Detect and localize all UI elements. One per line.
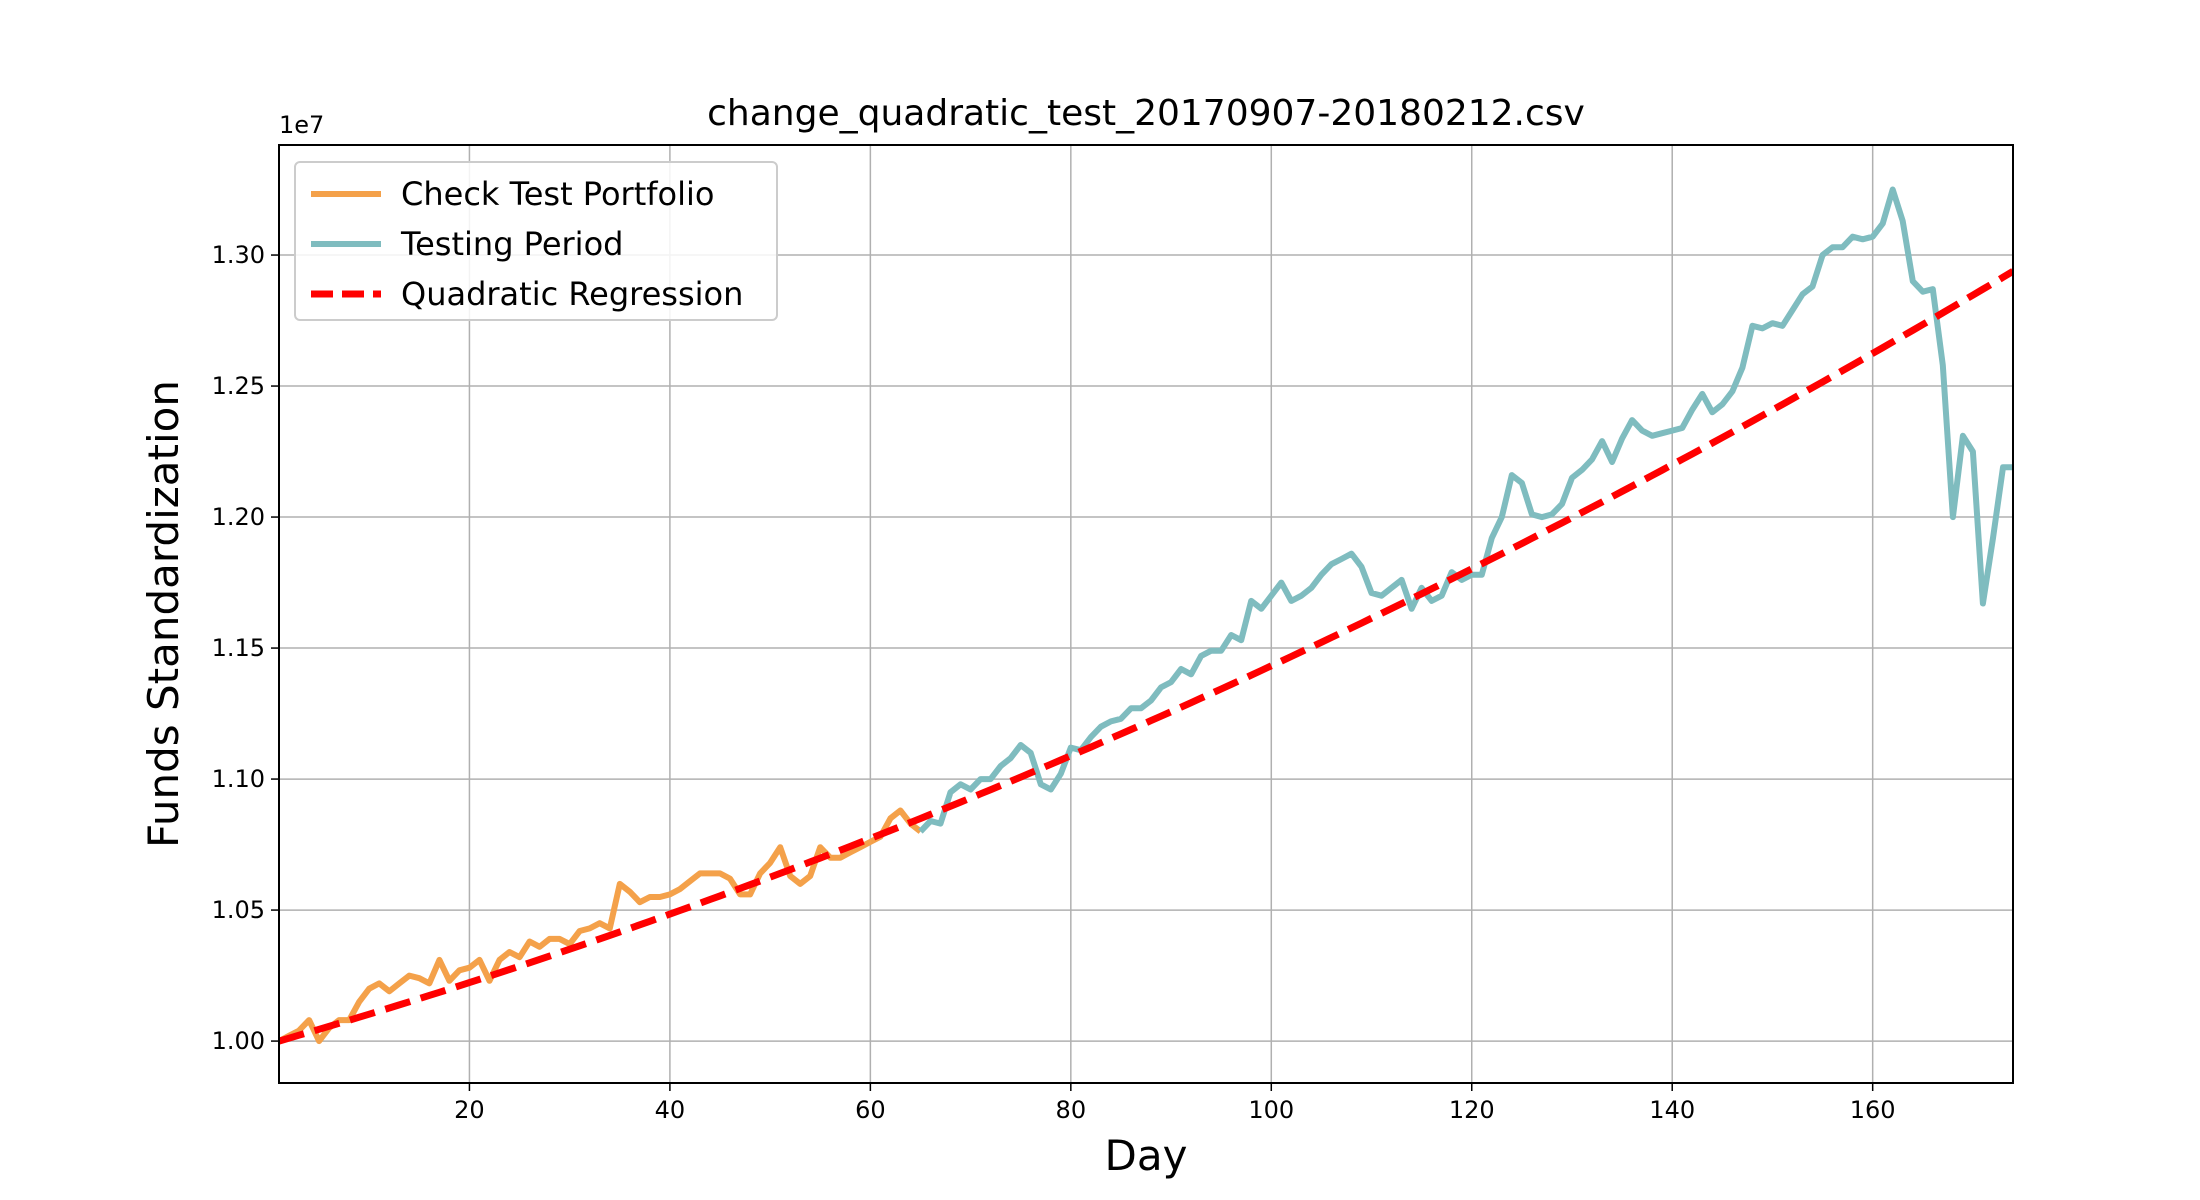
- x-tick-label: 140: [1649, 1096, 1695, 1124]
- y-tick-label: 1.05: [212, 896, 265, 924]
- legend-box: [294, 161, 778, 321]
- legend-label-testing-period: Testing Period: [400, 225, 623, 263]
- x-axis-label: Day: [1105, 1131, 1188, 1180]
- x-tick-label: 60: [855, 1096, 886, 1124]
- x-tick-label: 80: [1056, 1096, 1087, 1124]
- y-tick-label: 1.00: [212, 1027, 265, 1055]
- plot-frame: [278, 144, 2014, 1084]
- legend-label-quadratic-regression: Quadratic Regression: [401, 275, 743, 313]
- series-line-testing-period: [918, 186, 2013, 834]
- grid: [279, 145, 2013, 1083]
- y-tick-label: 1.20: [212, 503, 265, 531]
- x-tick-label: 40: [655, 1096, 686, 1124]
- y-tick-label: 1.25: [212, 372, 265, 400]
- x-tick-label: 160: [1850, 1096, 1896, 1124]
- chart-title: change_quadratic_test_20170907-20180212.…: [707, 93, 1585, 134]
- y-axis-offset-label: 1e7: [279, 111, 324, 139]
- legend-label-check-test-portfolio: Check Test Portfolio: [401, 175, 714, 213]
- y-tick-label: 1.15: [212, 634, 265, 662]
- plot-lines: [279, 186, 2013, 1045]
- y-axis-label: Funds Standardization: [139, 380, 188, 848]
- legend: Check Test Portfolio Testing Period Quadra…: [294, 161, 778, 321]
- x-axis-ticks: 20 40 60 80 100 120 140 160: [454, 1083, 1896, 1124]
- series-line-quadratic-regression: [279, 268, 2013, 1045]
- y-tick-label: 1.30: [212, 241, 265, 269]
- y-axis-ticks: 1.00 1.05 1.10 1.15 1.20 1.25 1.30: [212, 241, 279, 1055]
- series-line-check-test-portfolio: [279, 807, 923, 1045]
- y-tick-label: 1.10: [212, 765, 265, 793]
- x-tick-label: 100: [1248, 1096, 1294, 1124]
- x-tick-label: 120: [1449, 1096, 1495, 1124]
- x-tick-label: 20: [454, 1096, 485, 1124]
